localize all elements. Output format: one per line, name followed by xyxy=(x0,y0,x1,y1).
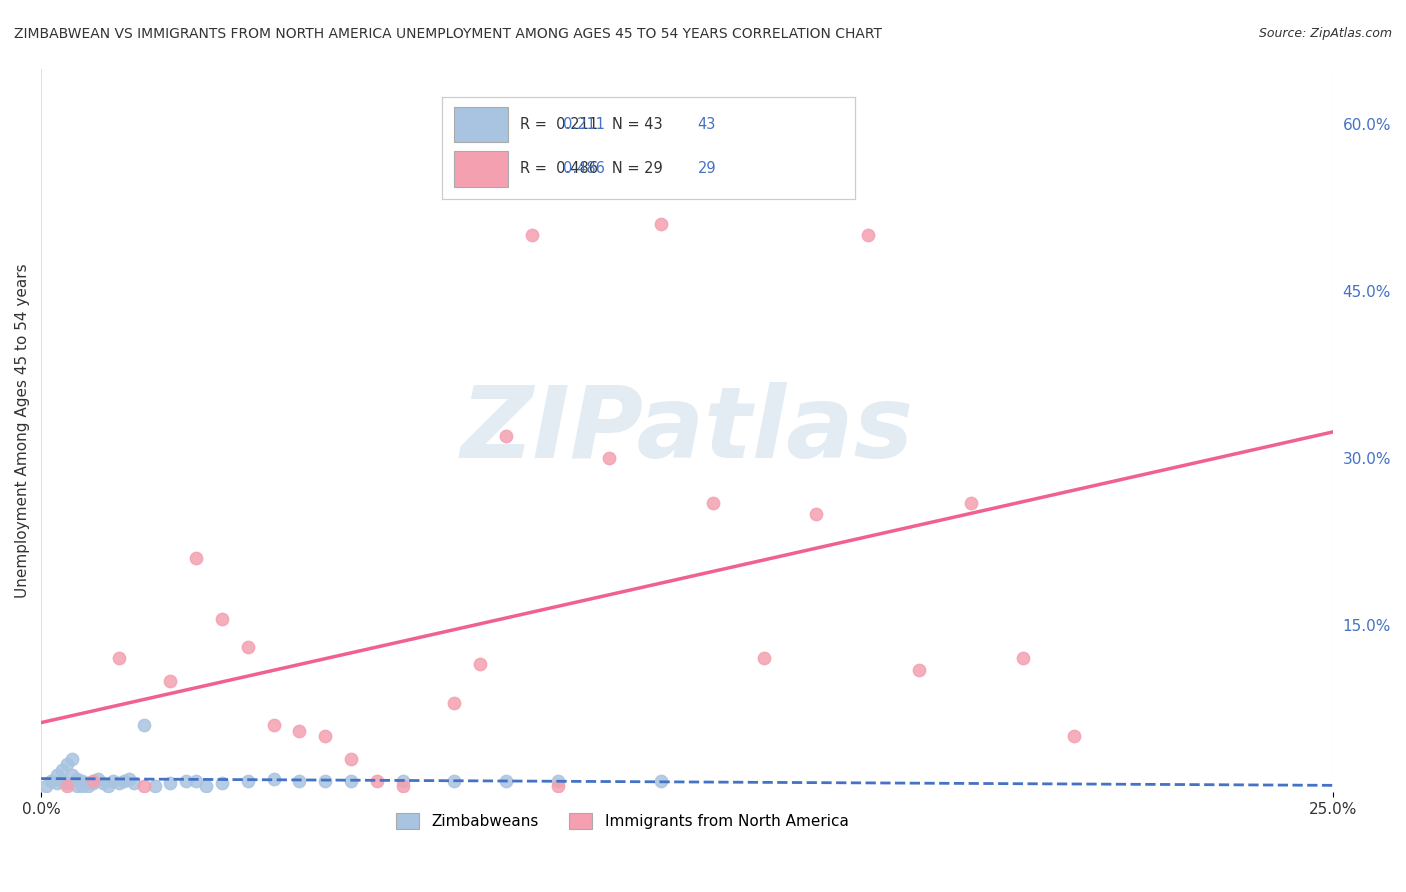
Immigrants from North America xyxy=(211,612,233,626)
Immigrants from North America xyxy=(908,663,931,677)
Zimbabweans xyxy=(314,773,336,788)
Immigrants from North America xyxy=(107,651,129,665)
Zimbabweans xyxy=(134,718,156,732)
Immigrants from North America xyxy=(650,217,672,231)
Immigrants from North America xyxy=(443,696,465,710)
Zimbabweans xyxy=(45,768,67,782)
Zimbabweans xyxy=(340,773,363,788)
Zimbabweans xyxy=(184,773,207,788)
Zimbabweans xyxy=(159,776,181,790)
Zimbabweans xyxy=(56,757,79,772)
Zimbabweans xyxy=(650,773,672,788)
Zimbabweans xyxy=(143,780,166,794)
Immigrants from North America xyxy=(184,551,207,566)
Zimbabweans xyxy=(263,772,285,786)
Zimbabweans xyxy=(66,780,89,794)
Zimbabweans xyxy=(174,773,197,788)
Zimbabweans xyxy=(91,776,114,790)
Immigrants from North America xyxy=(159,673,181,688)
Zimbabweans xyxy=(103,773,125,788)
Zimbabweans xyxy=(107,776,129,790)
Zimbabweans xyxy=(72,780,94,794)
Zimbabweans xyxy=(443,773,465,788)
Immigrants from North America xyxy=(598,451,620,466)
Immigrants from North America xyxy=(495,429,517,443)
Immigrants from North America xyxy=(366,773,388,788)
Zimbabweans xyxy=(495,773,517,788)
Zimbabweans xyxy=(82,776,104,790)
Legend: Zimbabweans, Immigrants from North America: Zimbabweans, Immigrants from North Ameri… xyxy=(391,806,855,835)
Immigrants from North America xyxy=(391,780,413,794)
Y-axis label: Unemployment Among Ages 45 to 54 years: Unemployment Among Ages 45 to 54 years xyxy=(15,263,30,598)
Zimbabweans xyxy=(97,780,120,794)
Zimbabweans xyxy=(76,776,98,790)
Zimbabweans xyxy=(72,773,94,788)
Zimbabweans xyxy=(122,776,145,790)
Immigrants from North America xyxy=(236,640,259,655)
Zimbabweans xyxy=(112,773,135,788)
Immigrants from North America xyxy=(547,780,569,794)
Immigrants from North America xyxy=(520,228,543,243)
Text: ZIMBABWEAN VS IMMIGRANTS FROM NORTH AMERICA UNEMPLOYMENT AMONG AGES 45 TO 54 YEA: ZIMBABWEAN VS IMMIGRANTS FROM NORTH AMER… xyxy=(14,27,882,41)
Zimbabweans xyxy=(118,772,141,786)
Immigrants from North America xyxy=(288,723,311,738)
Zimbabweans xyxy=(51,773,73,788)
Zimbabweans xyxy=(60,751,83,765)
Immigrants from North America xyxy=(56,780,79,794)
Zimbabweans xyxy=(211,776,233,790)
Immigrants from North America xyxy=(470,657,492,671)
Immigrants from North America xyxy=(804,507,827,521)
Immigrants from North America xyxy=(856,228,879,243)
Zimbabweans xyxy=(288,773,311,788)
Zimbabweans xyxy=(195,780,218,794)
Zimbabweans xyxy=(51,763,73,777)
Zimbabweans xyxy=(236,773,259,788)
Zimbabweans xyxy=(66,772,89,786)
Immigrants from North America xyxy=(1011,651,1033,665)
Zimbabweans xyxy=(35,780,58,794)
Text: ZIPatlas: ZIPatlas xyxy=(460,382,914,479)
Immigrants from North America xyxy=(134,780,156,794)
Zimbabweans xyxy=(41,773,63,788)
Zimbabweans xyxy=(391,773,413,788)
Zimbabweans xyxy=(60,768,83,782)
Text: Source: ZipAtlas.com: Source: ZipAtlas.com xyxy=(1258,27,1392,40)
Zimbabweans xyxy=(56,776,79,790)
Zimbabweans xyxy=(45,776,67,790)
Zimbabweans xyxy=(87,772,110,786)
Immigrants from North America xyxy=(1063,729,1085,743)
Immigrants from North America xyxy=(702,495,724,509)
Immigrants from North America xyxy=(314,729,336,743)
Immigrants from North America xyxy=(82,773,104,788)
Zimbabweans xyxy=(82,773,104,788)
Immigrants from North America xyxy=(263,718,285,732)
Immigrants from North America xyxy=(754,651,776,665)
Immigrants from North America xyxy=(960,495,983,509)
Zimbabweans xyxy=(547,773,569,788)
Immigrants from North America xyxy=(340,751,363,765)
Zimbabweans xyxy=(76,780,98,794)
